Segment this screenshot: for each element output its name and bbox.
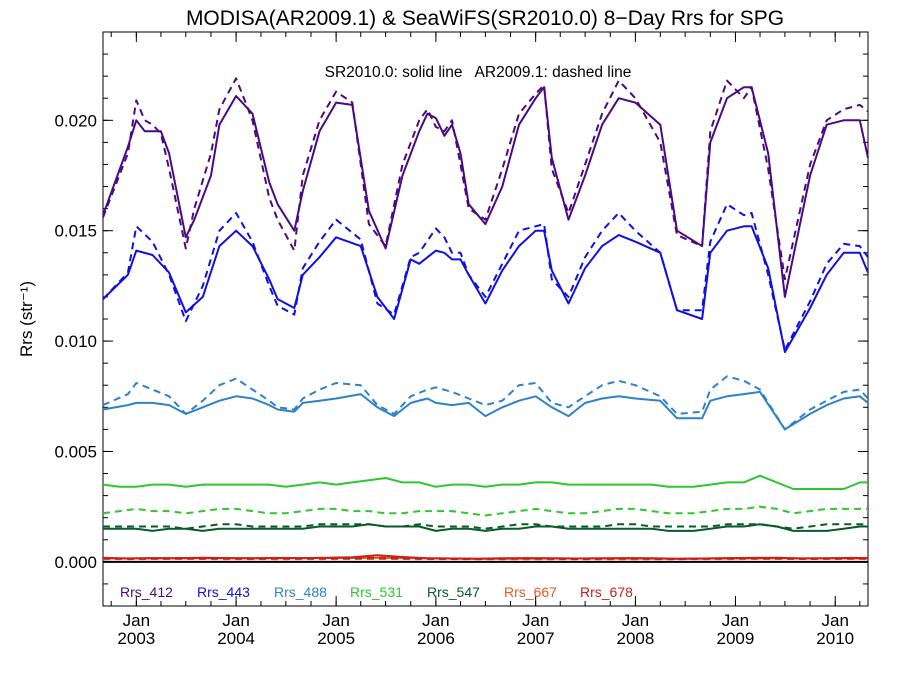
x-tick-year-label: 2004 — [217, 629, 255, 648]
x-tick-month-label: Jan — [123, 611, 150, 630]
x-tick-year-label: 2005 — [317, 629, 355, 648]
y-tick-label: 0.000 — [54, 553, 97, 572]
legend-entry: Rrs_531 — [350, 584, 403, 600]
legend-entry: Rrs_667 — [504, 584, 557, 600]
series-line-dashed — [103, 523, 868, 530]
x-tick-year-label: 2006 — [417, 629, 455, 648]
x-tick-month-label: Jan — [821, 611, 848, 630]
series-line-solid — [102, 86, 869, 298]
x-tick-year-label: 2009 — [717, 629, 755, 648]
x-tick-month-label: Jan — [422, 611, 449, 630]
y-tick-label: 0.015 — [54, 222, 97, 241]
x-tick-month-label: Jan — [722, 611, 749, 630]
chart-title: MODISA(AR2009.1) & SeaWiFS(SR2010.0) 8−D… — [186, 7, 784, 30]
line-style-annotation: SR2010.0: solid line AR2009.1: dashed li… — [325, 64, 632, 81]
plot-frame — [102, 31, 869, 607]
series-lines — [102, 77, 869, 563]
x-tick-year-label: 2008 — [616, 629, 654, 648]
series-line-solid — [103, 523, 868, 532]
series-line-dashed — [102, 505, 868, 517]
series-line-solid — [102, 554, 869, 560]
legend-entry: Rrs_488 — [274, 584, 327, 600]
series-line-solid — [102, 474, 868, 490]
legend-entry: Rrs_547 — [427, 584, 480, 600]
series-line-dashed — [102, 375, 869, 431]
axis-ticks: 0.0000.0050.0100.0150.020Jan2003Jan2004J… — [54, 31, 868, 648]
x-tick-month-label: Jan — [522, 611, 549, 630]
series-line-solid — [102, 225, 869, 354]
x-tick-year-label: 2010 — [816, 629, 854, 648]
y-tick-label: 0.020 — [54, 111, 97, 130]
series-line-solid — [102, 390, 869, 431]
y-axis-label: Rrs (str⁻¹) — [17, 281, 36, 357]
x-tick-month-label: Jan — [222, 611, 249, 630]
x-tick-year-label: 2003 — [117, 629, 155, 648]
legend-entry: Rrs_443 — [197, 584, 250, 600]
y-tick-label: 0.005 — [54, 442, 97, 461]
plot-area — [102, 31, 869, 607]
x-tick-month-label: Jan — [622, 611, 649, 630]
x-tick-month-label: Jan — [322, 611, 349, 630]
legend-entry: Rrs_678 — [580, 584, 633, 600]
series-line-dashed — [102, 203, 869, 351]
legend: Rrs_412 Rrs_443 Rrs_488 Rrs_531 Rrs_547 Rrs_6… — [120, 584, 633, 600]
series-line-dashed — [102, 77, 869, 281]
legend-entry: Rrs_412 — [120, 584, 173, 600]
y-tick-label: 0.010 — [54, 332, 97, 351]
x-tick-year-label: 2007 — [517, 629, 555, 648]
